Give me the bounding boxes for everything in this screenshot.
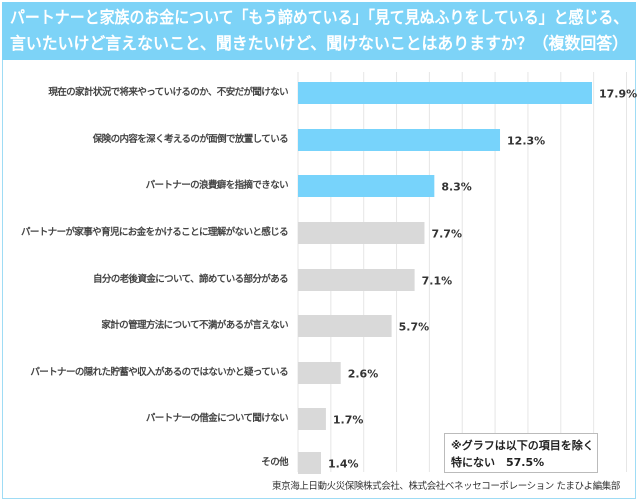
bar: [298, 129, 501, 151]
chart-title: パートナーと家族のお金について「もう諦めている」「見て見ぬふりをしている」と感じ…: [2, 2, 636, 60]
category-label: その他: [261, 457, 288, 468]
category-label: 保険の内容を深く考えるのが面倒で放置している: [92, 134, 289, 145]
data-label: 2.6%: [347, 367, 379, 381]
bar: [298, 408, 326, 430]
category-label: パートナーの借金について聞けない: [145, 413, 289, 424]
bar: [298, 315, 392, 337]
bar: [298, 269, 415, 291]
bar: [298, 452, 321, 474]
data-label: 8.3%: [441, 180, 472, 194]
bar: [298, 175, 435, 197]
category-label: パートナーの浪費癖を指摘できない: [145, 180, 289, 191]
category-label: 自分の老後資金について、諦めている部分がある: [92, 274, 289, 285]
data-label: 7.1%: [421, 274, 453, 288]
title-line-2: 言いたいけど言えないこと、聞きたいけど、聞けないことはありますか？（複数回答）: [10, 34, 629, 53]
bar: [298, 222, 425, 244]
data-label: 5.7%: [398, 320, 430, 334]
bar: [298, 362, 341, 384]
bar: [298, 82, 592, 104]
data-label: 7.7%: [431, 227, 462, 241]
data-label: 12.3%: [507, 134, 546, 148]
note-line-1: ※グラフは以下の項目を除く: [451, 439, 594, 452]
data-label: 1.4%: [327, 457, 359, 471]
note-box: ※グラフは以下の項目を除く 特にない 57.5%: [444, 433, 598, 473]
category-label: パートナーが家事や育児にお金をかけることに理解がないと感じる: [20, 227, 289, 238]
data-label: 17.9%: [599, 87, 638, 101]
category-label: 現在の家計状況で将来やっていけるのか、不安だが聞けない: [48, 87, 288, 98]
title-line-1: パートナーと家族のお金について「もう諦めている」「見て見ぬふりをしている」と感じ…: [10, 8, 629, 27]
category-label: 家計の管理方法について不満があるが言えない: [101, 320, 288, 331]
category-label: パートナーの隠れた貯蓄や収入があるのではないかと疑っている: [30, 367, 288, 378]
data-label: 1.7%: [332, 413, 364, 427]
note-line-2: 特にない 57.5%: [451, 456, 545, 469]
source-credit: 東京海上日動火災保険株式会社、株式会社ベネッセコーポレーション たまひよ編集部: [272, 481, 620, 492]
